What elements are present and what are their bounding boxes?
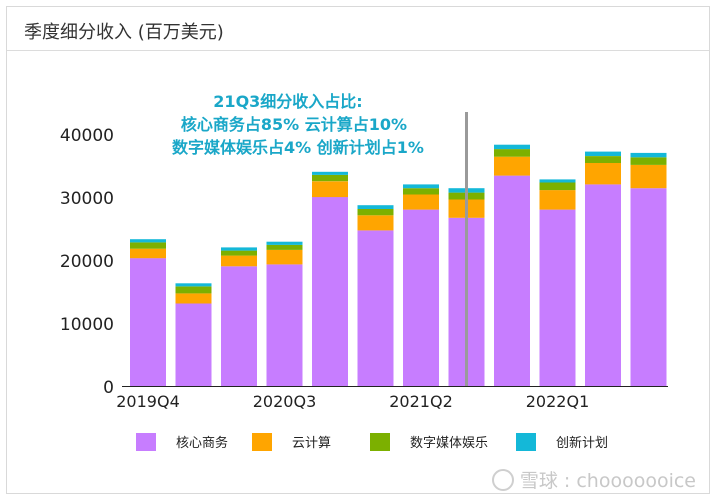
legend-label: 数字媒体娱乐 xyxy=(410,436,488,451)
bar-segment xyxy=(130,242,166,249)
bar-segment xyxy=(357,205,394,209)
bar-segment xyxy=(130,239,166,243)
bar-segment xyxy=(630,188,667,386)
bar-segment xyxy=(357,230,394,386)
y-tick-label: 20000 xyxy=(60,252,114,272)
bar-segment xyxy=(266,249,303,265)
annotation-line: 核心商务占85% 云计算占10% xyxy=(181,115,407,134)
legend-swatch xyxy=(136,433,156,451)
y-tick-label: 30000 xyxy=(60,189,114,209)
x-tick-label: 2021Q2 xyxy=(389,392,453,411)
x-tick-label: 2020Q3 xyxy=(253,392,317,411)
y-tick-label: 40000 xyxy=(60,126,114,146)
bar-segment xyxy=(585,163,621,185)
bar-segment xyxy=(266,244,303,250)
bar-segment xyxy=(175,303,212,386)
bar-segment xyxy=(403,188,439,195)
bar-segment xyxy=(494,144,530,150)
bar-segment xyxy=(221,250,257,256)
legend-label: 云计算 xyxy=(292,436,331,451)
bar-segment xyxy=(312,171,348,175)
bar-segment xyxy=(403,184,439,189)
bar-segment xyxy=(175,293,212,304)
bar-segment xyxy=(312,197,348,386)
y-tick-label: 10000 xyxy=(60,315,114,335)
annotation-line: 21Q3细分收入占比: xyxy=(213,92,362,111)
bar-segment xyxy=(494,149,530,157)
bar-segment xyxy=(630,157,667,165)
bar-segment xyxy=(630,152,667,158)
bar-segment xyxy=(494,175,530,386)
x-tick-label: 2022Q1 xyxy=(526,392,590,411)
bar-segment xyxy=(539,179,576,183)
bar-segment xyxy=(175,283,212,287)
chart-title: 季度细分收入 (百万美元) xyxy=(24,22,224,43)
legend-label: 创新计划 xyxy=(556,435,608,451)
legend-swatch xyxy=(252,433,272,451)
bar-segment xyxy=(630,164,667,189)
legend-swatch xyxy=(516,433,536,451)
bar-segment xyxy=(585,184,621,386)
y-tick-label: 0 xyxy=(103,378,114,398)
x-tick-label: 2019Q4 xyxy=(116,392,180,411)
bar-segment xyxy=(312,174,348,182)
bar-segment xyxy=(221,247,257,251)
bar-segment xyxy=(130,258,166,386)
legend-label: 核心商务 xyxy=(176,435,228,451)
xueqiu-logo-icon xyxy=(491,468,514,491)
bar-segment xyxy=(585,156,621,163)
bar-segment xyxy=(539,182,576,191)
bar-segment xyxy=(585,151,621,156)
card-header: 季度细分收入 (百万美元) xyxy=(7,7,709,51)
bar-segment xyxy=(175,286,212,294)
watermark: 雪球 : chooooooice xyxy=(491,466,696,493)
bar-segment xyxy=(357,209,394,216)
bar-segment xyxy=(539,209,576,386)
bar-segment xyxy=(539,190,576,210)
annotation-line: 数字媒体娱乐占4% 创新计划占1% xyxy=(172,138,424,157)
legend-swatch xyxy=(370,433,390,451)
bar-segment xyxy=(312,181,348,198)
watermark-text: 雪球 : chooooooice xyxy=(519,470,696,492)
bar-segment xyxy=(221,266,257,386)
bar-segment xyxy=(403,194,439,210)
bar-segment xyxy=(494,156,530,176)
bar-segment xyxy=(266,264,303,386)
bar-segment xyxy=(130,248,166,259)
bar-segment xyxy=(221,255,257,267)
bar-segment xyxy=(357,215,394,231)
bar-segment xyxy=(403,209,439,386)
bar-segment xyxy=(266,241,303,245)
